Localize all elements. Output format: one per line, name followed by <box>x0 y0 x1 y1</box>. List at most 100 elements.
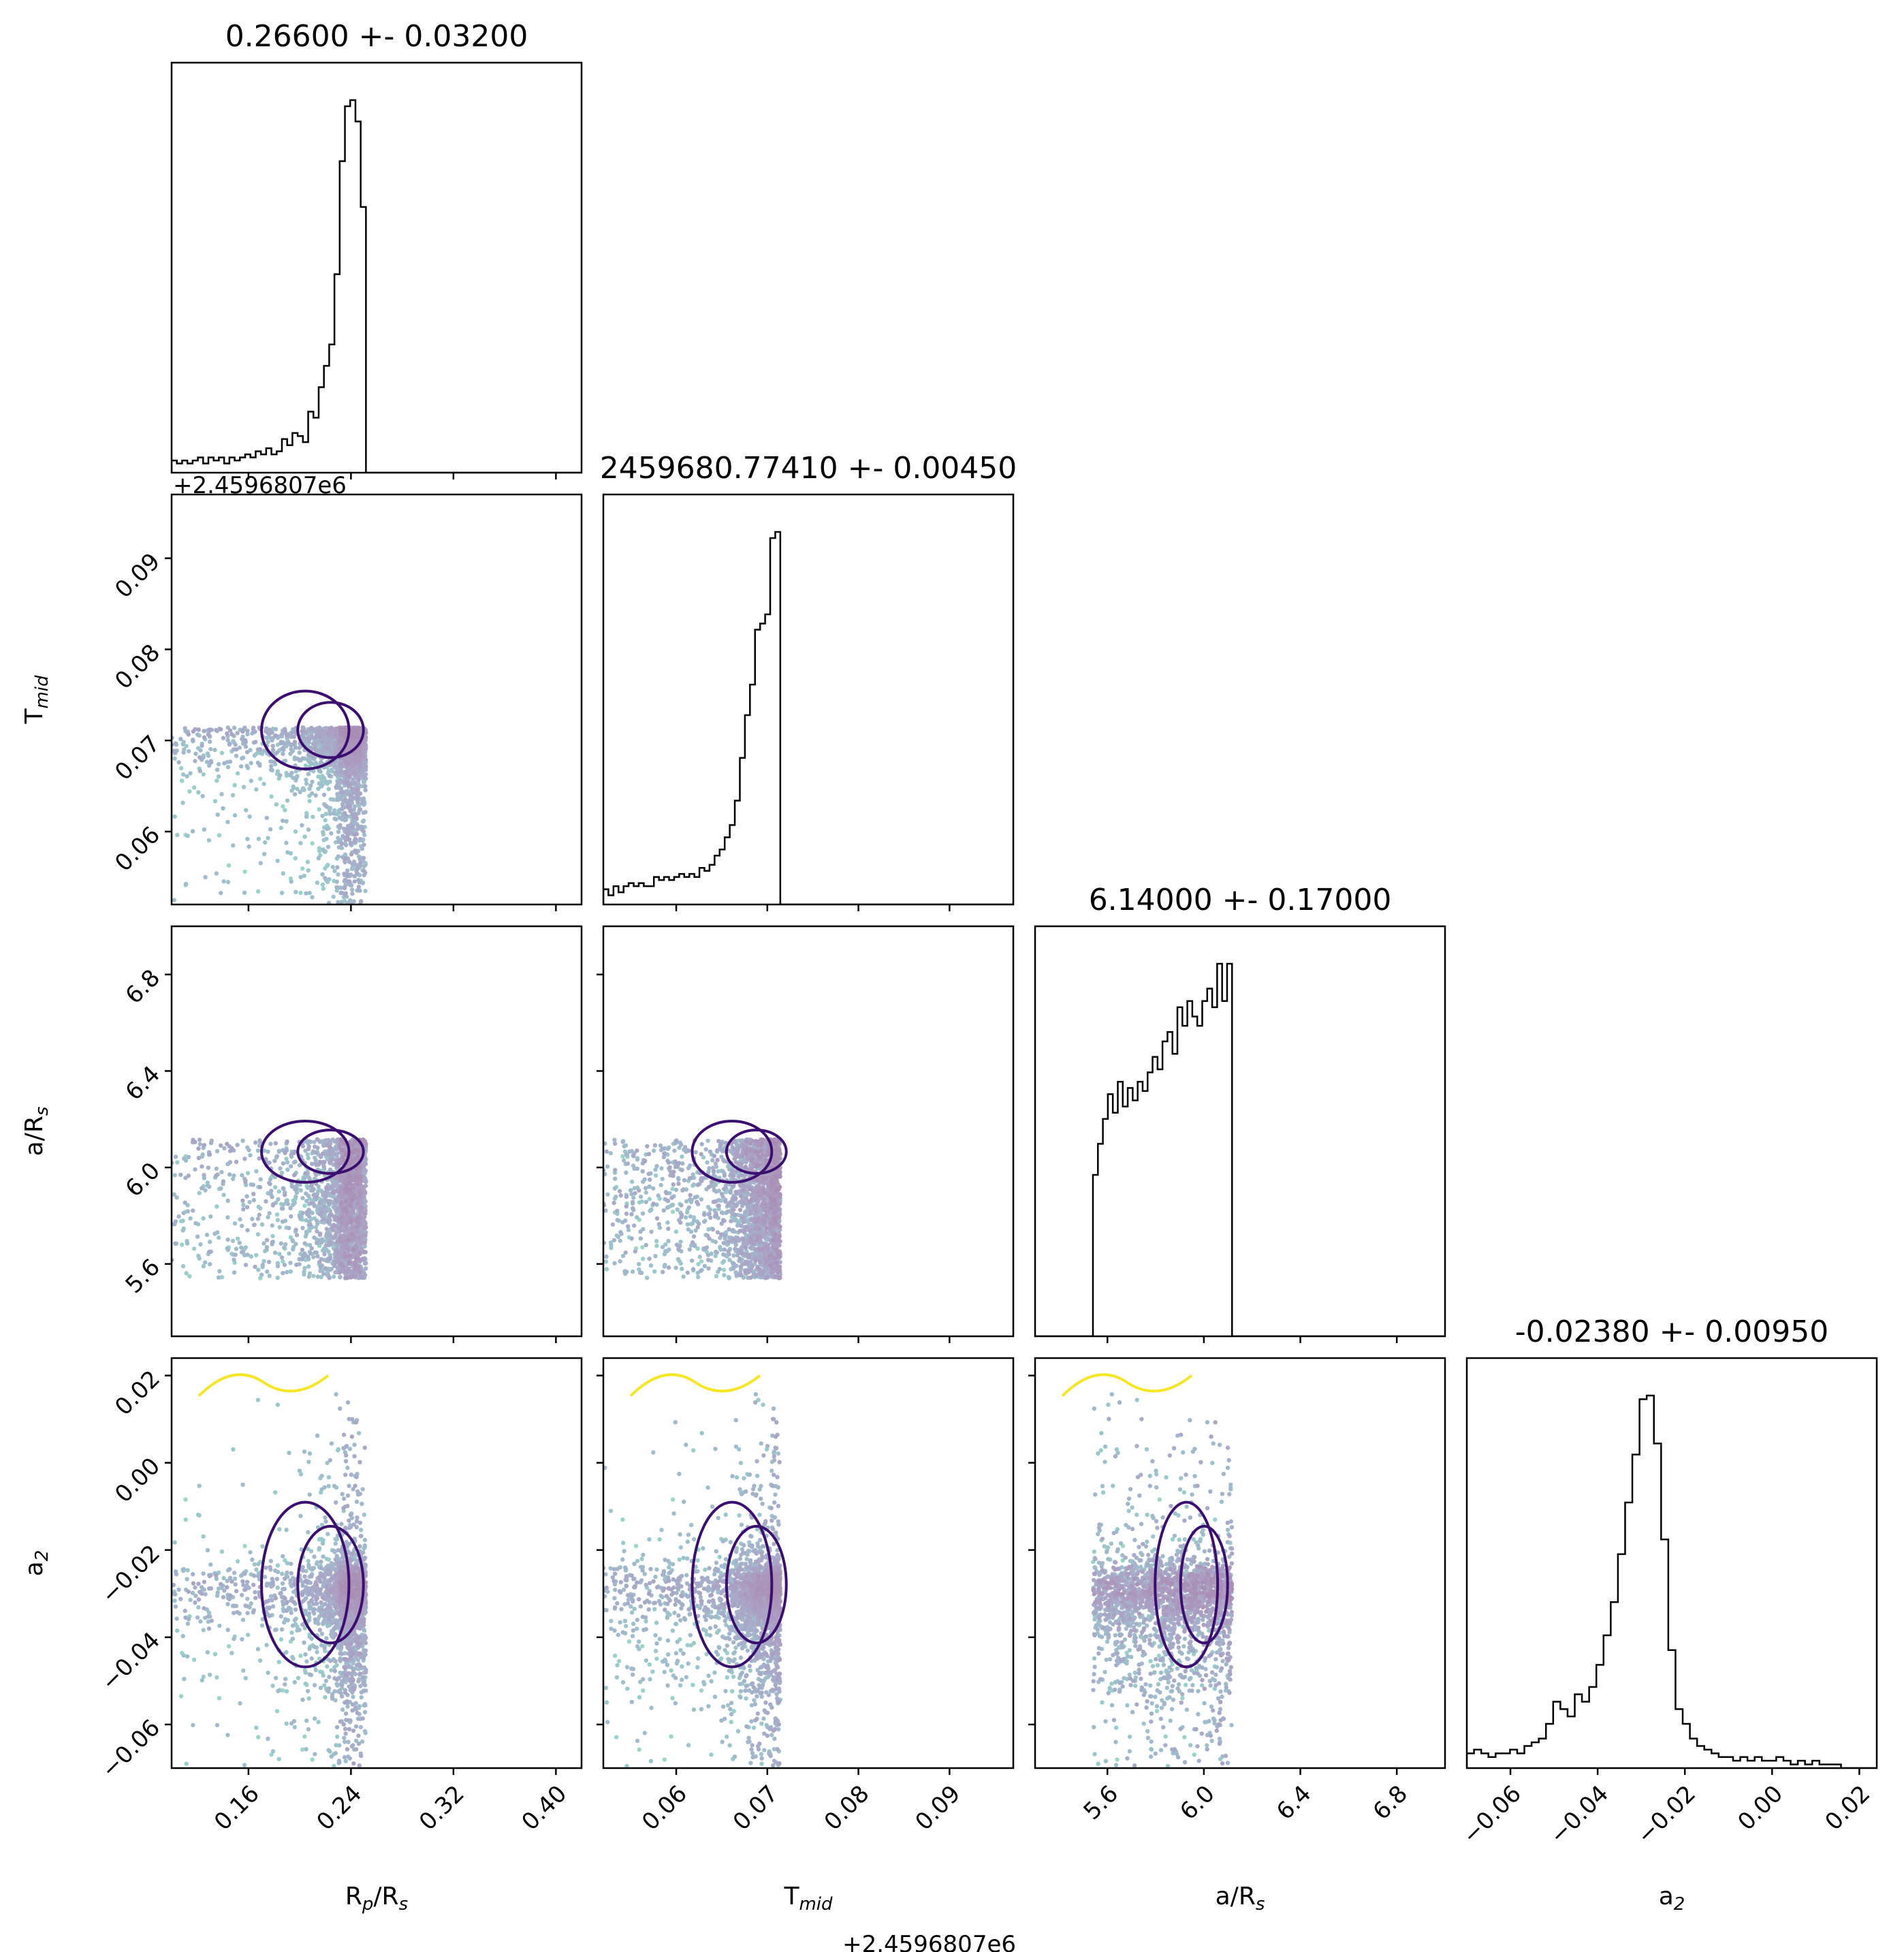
sample-point <box>364 772 368 777</box>
sample-point <box>351 1247 356 1252</box>
sample-point <box>349 821 354 826</box>
sample-point <box>333 728 338 733</box>
sample-point <box>337 1270 343 1275</box>
sample-point <box>355 1267 360 1272</box>
sample-point <box>281 1186 286 1191</box>
sample-point <box>309 725 314 730</box>
sample-point <box>172 1192 176 1197</box>
sample-point <box>328 729 333 734</box>
sample-point <box>334 744 339 749</box>
sample-point <box>346 783 351 787</box>
sample-point <box>342 871 347 877</box>
sample-point <box>280 1148 285 1153</box>
sample-point <box>697 1255 702 1259</box>
sample-point <box>338 791 343 796</box>
sample-point <box>343 810 347 816</box>
sample-point <box>354 870 360 875</box>
sample-point <box>358 1206 364 1211</box>
sample-point <box>338 1225 343 1229</box>
sample-point <box>337 825 342 830</box>
sample-point <box>283 1218 288 1223</box>
sample-point <box>195 732 200 737</box>
sample-point <box>350 740 355 746</box>
sample-point <box>347 781 352 786</box>
sample-point <box>334 745 338 751</box>
sample-point <box>356 765 361 770</box>
sample-point <box>315 731 320 736</box>
sample-point <box>354 866 359 871</box>
sample-point <box>333 1145 338 1150</box>
sample-point <box>344 770 349 775</box>
sample-point <box>343 1186 348 1191</box>
sample-point <box>251 1197 257 1203</box>
sample-point <box>631 1195 636 1200</box>
sample-point <box>322 802 327 807</box>
sample-point <box>242 1253 247 1258</box>
sample-point <box>172 749 176 753</box>
sample-point <box>334 1165 339 1171</box>
sample-point <box>659 1166 664 1171</box>
sample-point <box>292 1201 297 1206</box>
sample-point <box>300 866 305 871</box>
sample-point <box>343 725 347 731</box>
sample-point <box>334 785 339 790</box>
sample-point <box>326 826 331 831</box>
sample-point <box>351 1238 355 1244</box>
sample-point <box>349 729 355 734</box>
sample-point <box>341 734 346 739</box>
sample-point <box>242 725 247 730</box>
sample-point <box>270 1239 276 1244</box>
sample-point <box>217 1269 222 1274</box>
sample-point <box>279 741 283 746</box>
sample-point <box>184 1271 189 1276</box>
sample-point <box>317 729 322 735</box>
sample-point <box>353 759 359 764</box>
sample-point <box>355 1182 360 1187</box>
sample-point <box>361 1240 366 1244</box>
sample-point <box>332 1252 337 1257</box>
sample-point <box>343 731 347 736</box>
sample-point <box>302 1172 307 1178</box>
sample-point <box>232 1257 236 1262</box>
sample-point <box>340 1223 345 1228</box>
sample-point <box>212 1231 217 1236</box>
sample-point <box>336 872 340 877</box>
sample-point <box>358 1214 363 1218</box>
sample-point <box>347 770 352 774</box>
sample-point <box>629 1179 635 1184</box>
sample-point <box>324 1232 329 1237</box>
sample-point <box>328 753 333 757</box>
sample-point <box>264 726 269 731</box>
sample-point <box>337 739 342 744</box>
sample-point <box>358 857 362 862</box>
sample-point <box>332 764 337 769</box>
sample-point <box>318 734 323 738</box>
sample-point <box>294 1190 299 1195</box>
sample-point <box>358 759 362 764</box>
sample-point <box>358 862 363 868</box>
sample-point <box>281 1271 285 1276</box>
sample-point <box>291 729 297 735</box>
sample-point <box>342 738 347 743</box>
sample-point <box>328 779 332 784</box>
sample-point <box>358 1273 362 1278</box>
sample-point <box>343 818 347 823</box>
sample-point <box>349 731 354 736</box>
sample-point <box>302 1203 307 1208</box>
sample-point <box>334 1178 338 1184</box>
sample-point <box>356 759 362 764</box>
sample-point <box>358 762 364 768</box>
sample-point <box>336 1195 340 1200</box>
sample-point <box>352 1206 358 1210</box>
sample-point <box>185 774 189 778</box>
sample-point <box>293 890 298 894</box>
sample-point <box>346 828 351 833</box>
sample-point <box>338 738 344 744</box>
sample-point <box>326 741 331 746</box>
sample-point <box>356 736 361 741</box>
sample-point <box>333 751 338 756</box>
sample-point <box>338 726 343 731</box>
sample-point <box>328 1145 332 1150</box>
sample-point <box>338 1261 343 1265</box>
sample-point <box>311 746 316 751</box>
